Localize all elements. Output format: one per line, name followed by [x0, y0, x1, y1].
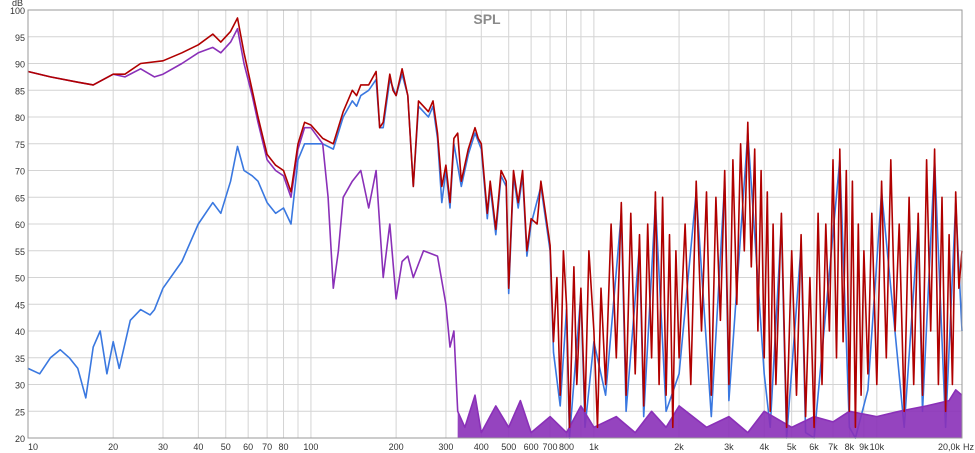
series-1-fill	[457, 389, 962, 438]
x-tick-label: 20	[108, 442, 118, 452]
y-tick-label: 35	[15, 354, 25, 364]
y-tick-label: 85	[15, 86, 25, 96]
y-tick-label: 70	[15, 167, 25, 177]
x-tick-label: 2k	[674, 442, 684, 452]
y-tick-label: 45	[15, 300, 25, 310]
x-tick-label: 8k	[845, 442, 855, 452]
x-tick-label: 300	[438, 442, 453, 452]
x-tick-label: 1k	[589, 442, 599, 452]
y-tick-label: 30	[15, 381, 25, 391]
x-tick-label: 9k	[859, 442, 869, 452]
series-2-line	[27, 17, 963, 429]
x-tick-label: 100	[303, 442, 318, 452]
chart-title: SPL	[473, 11, 501, 27]
x-tick-label: 10	[28, 442, 38, 452]
y-tick-label: 100	[10, 6, 25, 16]
x-tick-label: 200	[389, 442, 404, 452]
x-tick-label: 4k	[759, 442, 769, 452]
x-tick-label: 20,0k	[938, 442, 961, 452]
series-layer	[27, 17, 963, 439]
x-tick-label: 80	[279, 442, 289, 452]
x-tick-label: 500	[501, 442, 516, 452]
x-tick-label: 30	[158, 442, 168, 452]
x-tick-label: 70	[262, 442, 272, 452]
x-tick-label: 800	[559, 442, 574, 452]
x-axis-unit: Hz	[963, 442, 974, 452]
x-tick-label: 50	[221, 442, 231, 452]
x-tick-label: 40	[193, 442, 203, 452]
series-1-line	[27, 27, 963, 434]
x-tick-label: 60	[243, 442, 253, 452]
y-tick-label: 65	[15, 193, 25, 203]
x-tick-label: 6k	[809, 442, 819, 452]
x-tick-label: 5k	[787, 442, 797, 452]
y-axis-unit: dB	[12, 0, 23, 8]
y-tick-label: 95	[15, 33, 25, 43]
x-tick-label: 400	[474, 442, 489, 452]
plot-frame	[27, 9, 963, 439]
y-tick-label: 60	[15, 220, 25, 230]
x-tick-label: 7k	[828, 442, 838, 452]
y-tick-label: 25	[15, 407, 25, 417]
y-tick-label: 80	[15, 113, 25, 123]
x-tick-label: 3k	[724, 442, 734, 452]
y-tick-label: 40	[15, 327, 25, 337]
x-tick-label: 10k	[870, 442, 885, 452]
y-tick-label: 50	[15, 274, 25, 284]
y-tick-label: 75	[15, 140, 25, 150]
x-tick-label: 700	[543, 442, 558, 452]
y-tick-label: 20	[15, 434, 25, 444]
y-tick-label: 90	[15, 60, 25, 70]
x-tick-label: 600	[524, 442, 539, 452]
y-tick-label: 55	[15, 247, 25, 257]
